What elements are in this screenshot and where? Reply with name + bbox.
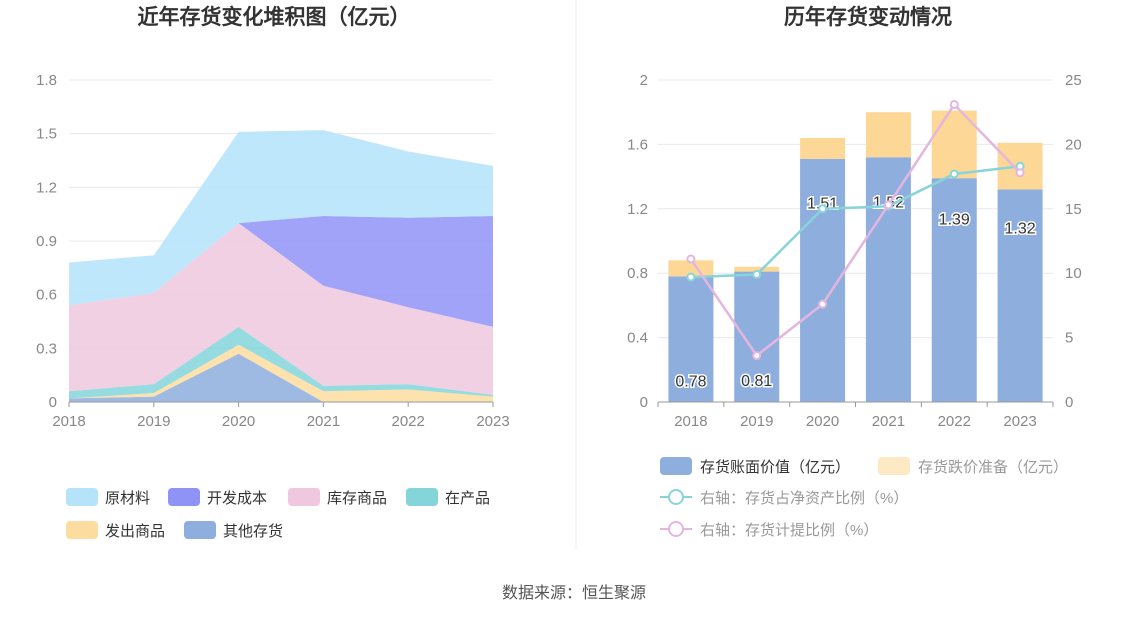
left-areas: [69, 130, 493, 402]
right-y-tick: 0.8: [627, 265, 648, 282]
right-y-tick: 1.2: [627, 201, 648, 218]
bar-1-2022: [931, 110, 977, 179]
right-y2-tick: 25: [1065, 72, 1082, 89]
bar-1-2021: [865, 112, 911, 158]
left-y-tick: 1.2: [36, 179, 57, 196]
left-y-tick: 0.9: [36, 233, 57, 250]
line-point-1: [1015, 168, 1025, 178]
left-x-tick: 2023: [476, 413, 509, 430]
right-x-tick: 2022: [938, 413, 971, 430]
right-y2-tick: 10: [1065, 265, 1082, 282]
bar-data-label: 0.78: [675, 374, 706, 391]
left-y-tick: 0.3: [36, 340, 57, 357]
right-y-tick: 0.4: [627, 330, 648, 347]
left-y-tick: 0: [49, 394, 57, 411]
bar-0-2022: [931, 178, 977, 402]
bar-0-2019: [734, 271, 780, 402]
left-legend-swatch[interactable]: [66, 488, 98, 506]
line-point-1: [752, 351, 762, 361]
line-point-0: [949, 169, 959, 179]
bar-data-label: 0.81: [741, 373, 772, 390]
right-y-tick: 0: [640, 394, 648, 411]
area-series-库存商品: [69, 223, 493, 395]
bar-1-2018: [668, 260, 714, 277]
right-chart-title: 历年存货变动情况: [784, 5, 952, 29]
right-lines: [686, 99, 1025, 361]
left-y-tick: 1.5: [36, 126, 57, 143]
left-legend-label[interactable]: 在产品: [445, 490, 490, 507]
left-legend-label[interactable]: 原材料: [105, 490, 150, 507]
right-legend-bar-swatch[interactable]: [878, 457, 910, 475]
right-legend-line-label[interactable]: 右轴：存货占净资产比例（%）: [700, 490, 908, 507]
left-y-tick: 1.8: [36, 72, 57, 89]
line-series-1: [689, 102, 1021, 358]
left-legend-label[interactable]: 发出商品: [105, 523, 165, 540]
right-legend-line-marker[interactable]: [668, 521, 684, 537]
right-y-tick: 2: [640, 72, 648, 89]
right-bars: 0.780.811.511.521.391.32: [668, 110, 1043, 402]
line-point-1: [686, 254, 696, 264]
line-series-0: [690, 165, 1021, 279]
left-legend-swatch[interactable]: [168, 488, 200, 506]
left-y-tick: 0.6: [36, 287, 57, 304]
source-text: 数据来源：恒生聚源: [502, 584, 646, 602]
left-legend-label[interactable]: 库存商品: [327, 490, 387, 507]
right-legend-bar-swatch[interactable]: [660, 457, 692, 475]
left-x-tick: 2022: [392, 413, 425, 430]
right-grid: [658, 79, 1053, 403]
area-series-在产品: [69, 326, 493, 399]
line-point-0: [686, 272, 696, 282]
line-point-1: [883, 200, 893, 210]
right-legend-bar-label[interactable]: 存货跌价准备（亿元）: [918, 459, 1068, 476]
bar-0-2023: [997, 189, 1043, 402]
left-x-tick: 2019: [137, 413, 170, 430]
right-x-tick: 2018: [674, 413, 707, 430]
bar-1-2020: [800, 137, 846, 159]
left-chart-title: 近年存货变化堆积图（亿元）: [138, 5, 411, 29]
right-legend-bar-label[interactable]: 存货账面价值（亿元）: [700, 459, 850, 476]
left-legend-swatch[interactable]: [406, 488, 438, 506]
area-series-开发成本: [69, 215, 493, 327]
left-legend-swatch[interactable]: [184, 521, 216, 539]
right-y2-tick: 0: [1065, 394, 1073, 411]
area-series-发出商品: [69, 344, 493, 402]
right-y2-tick: 15: [1065, 201, 1082, 218]
bar-data-label: 1.39: [939, 211, 970, 228]
left-legend-swatch[interactable]: [66, 521, 98, 539]
right-x-tick: 2019: [740, 413, 773, 430]
left-x-tick: 2018: [52, 413, 85, 430]
left-x-tick: 2020: [222, 413, 255, 430]
bar-0-2018: [668, 276, 714, 402]
line-point-0: [818, 204, 828, 214]
line-point-0: [752, 269, 762, 279]
left-legend-label[interactable]: 开发成本: [207, 490, 267, 507]
left-x-tick: 2021: [307, 413, 340, 430]
bar-1-2019: [734, 266, 780, 272]
right-legend-line-label[interactable]: 右轴：存货计提比例（%）: [700, 522, 878, 539]
right-y-tick: 1.6: [627, 136, 648, 153]
left-legend-label[interactable]: 其他存货: [223, 523, 283, 540]
right-x-tick: 2020: [806, 413, 839, 430]
area-series-原材料: [69, 130, 493, 306]
right-y2-tick: 5: [1065, 330, 1073, 347]
left-axis: 0 0.3 0.6 0.9 1.2 1.5 1.8 2018 2019 2020 2021 2022 2…: [36, 72, 510, 430]
right-x-tick: 2021: [872, 413, 905, 430]
right-legend: 存货账面价值（亿元） 存货跌价准备（亿元） 右轴：存货占净资产比例（%） 右轴：存货计…: [660, 457, 1068, 539]
line-point-1: [949, 99, 959, 109]
line-point-1: [818, 299, 828, 309]
left-legend-swatch[interactable]: [288, 488, 320, 506]
bar-data-label: 1.32: [1005, 221, 1036, 238]
right-x-tick: 2023: [1003, 413, 1036, 430]
right-legend-line-marker[interactable]: [668, 489, 684, 505]
right-y2-tick: 20: [1065, 136, 1082, 153]
